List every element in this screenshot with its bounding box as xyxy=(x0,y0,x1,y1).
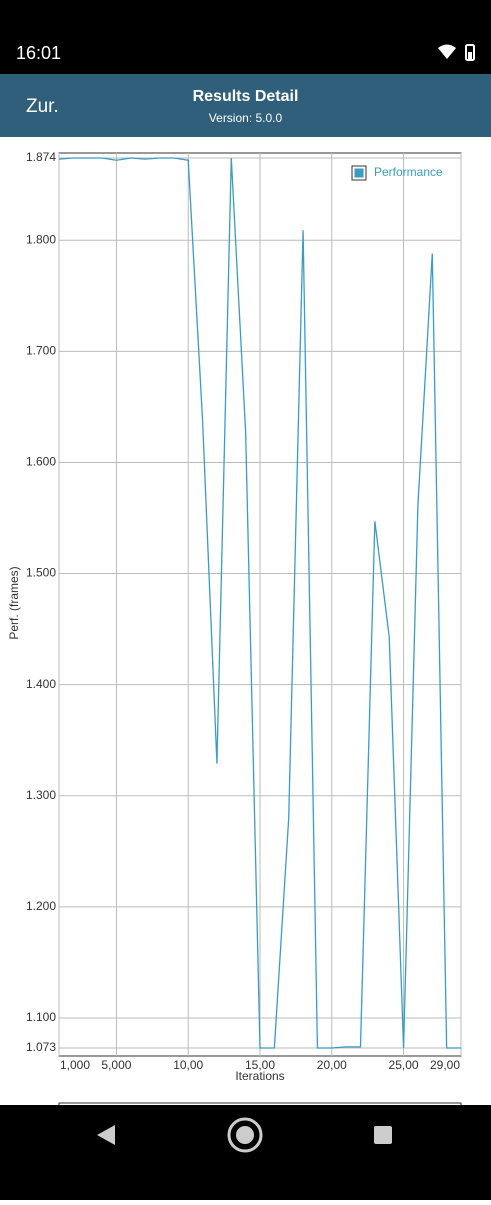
subtitle: Version: 5.0.0 xyxy=(208,111,283,125)
clock: 16:01 xyxy=(16,43,62,63)
y-tick-label: 1.600 xyxy=(26,455,56,469)
y-tick-label: 1.500 xyxy=(26,566,56,580)
app-bar: Zur. Results Detail Version: 5.0.0 xyxy=(0,74,491,137)
x-tick-label: 20,00 xyxy=(317,1058,347,1072)
x-axis-label: Iterations xyxy=(235,1069,284,1083)
x-tick-label: 1,000 xyxy=(60,1058,90,1072)
back-button[interactable]: Zur. xyxy=(26,96,59,117)
x-tick-label: 25,00 xyxy=(389,1058,419,1072)
status-icons xyxy=(438,44,475,61)
title: Results Detail xyxy=(192,88,299,105)
x-tick-label: 15,00 xyxy=(245,1058,275,1072)
y-tick-label: 1.200 xyxy=(26,899,56,913)
data-line xyxy=(58,157,461,1049)
x-tick-label: 5,000 xyxy=(101,1058,131,1072)
y-tick-label: 1.800 xyxy=(26,232,56,246)
y-tick-label: 1.400 xyxy=(26,677,56,691)
home-nav[interactable] xyxy=(227,1117,263,1153)
status-bar: 16:01 xyxy=(0,0,491,74)
y-tick-label: 1.300 xyxy=(26,788,56,802)
legend-label: Performance xyxy=(374,165,443,179)
nav-bar xyxy=(0,1105,491,1200)
nav-icons xyxy=(97,1117,392,1153)
recent-nav[interactable] xyxy=(374,1126,392,1144)
y-tick-label: 1.100 xyxy=(26,1010,56,1024)
legend-swatch xyxy=(351,165,367,181)
y-tick-label: 1.874 xyxy=(26,150,56,164)
chart: 1.073 1.100 1.200 1.300 1.400 1.500 1.600 1.700… xyxy=(7,150,462,1105)
y-tick-label: 1.073 xyxy=(26,1040,56,1054)
x-tick-label: 10,00 xyxy=(173,1058,203,1072)
y-axis-label: Perf. (frames) xyxy=(7,566,21,639)
y-tick-label: 1.700 xyxy=(26,344,56,358)
next-chart-frame xyxy=(58,1102,462,1105)
x-tick-label: 29,00 xyxy=(430,1058,460,1072)
legend-swatch-fill xyxy=(354,168,364,178)
back-nav[interactable] xyxy=(97,1125,115,1145)
